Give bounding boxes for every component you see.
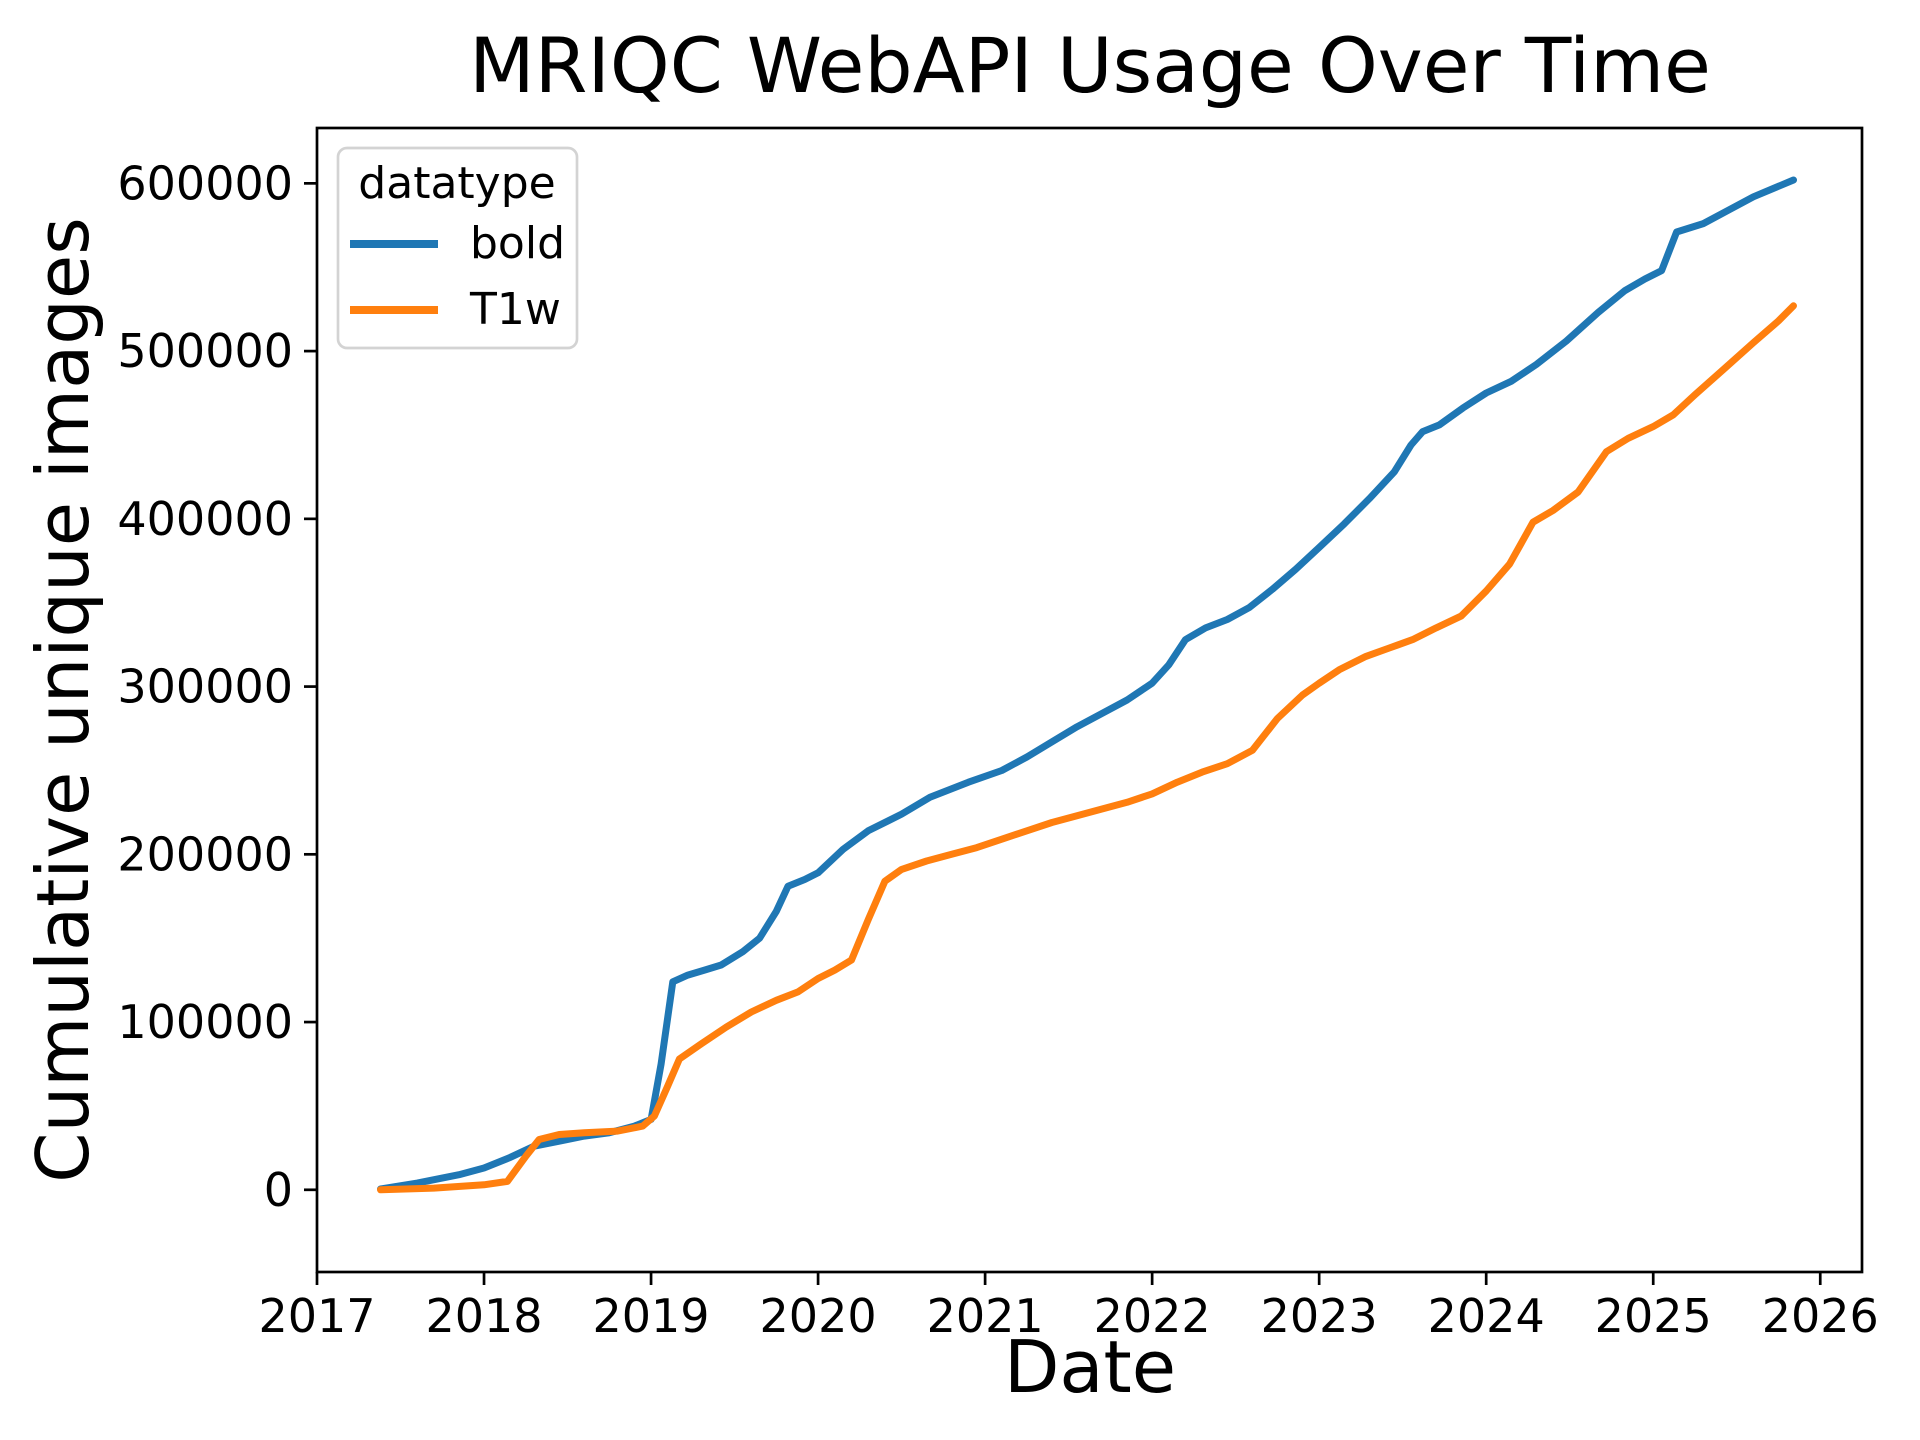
y-tick-label: 0 [264, 1163, 293, 1217]
legend-title: datatype [358, 158, 555, 209]
legend-box [336, 146, 579, 350]
x-tick-label: 2022 [1094, 1289, 1211, 1343]
y-tick-label: 600000 [117, 156, 293, 210]
legend: datatype bold T1w [336, 146, 579, 350]
x-axis-label: Date [1004, 1325, 1176, 1409]
x-tick-label: 2024 [1428, 1289, 1545, 1343]
x-tick-label: 2017 [258, 1289, 375, 1343]
x-tick-label: 2025 [1595, 1289, 1712, 1343]
y-tick-label: 400000 [117, 492, 293, 546]
x-tick-label: 2021 [927, 1289, 1044, 1343]
plot-area [315, 126, 1864, 1274]
y-axis-ticks: 0 100000 200000 300000 400000 500000 600000 [117, 156, 317, 1217]
plot-lines [377, 176, 1797, 1194]
x-tick-label: 2018 [425, 1289, 542, 1343]
line-bold [377, 176, 1797, 1193]
x-axis-ticks: 2017 2018 2019 2020 2021 2022 2023 2024 2025 2026 [258, 1272, 1879, 1343]
y-tick-label: 500000 [117, 324, 293, 378]
legend-entry-bold: bold [350, 218, 565, 269]
x-tick-label: 2023 [1261, 1289, 1378, 1343]
y-axis-label: Cumulative unique images [21, 217, 105, 1182]
chart-title: MRIQC WebAPI Usage Over Time [469, 21, 1711, 110]
y-tick-label: 200000 [117, 827, 293, 881]
x-tick-label: 2020 [760, 1289, 877, 1343]
legend-label-t1w: T1w [469, 284, 561, 335]
y-tick-label: 100000 [117, 995, 293, 1049]
line-T1w [377, 302, 1797, 1194]
x-tick-label: 2019 [593, 1289, 710, 1343]
x-tick-label: 2026 [1762, 1289, 1879, 1343]
legend-entry-t1w: T1w [350, 284, 561, 335]
y-tick-label: 300000 [117, 660, 293, 714]
legend-label-bold: bold [470, 218, 565, 269]
